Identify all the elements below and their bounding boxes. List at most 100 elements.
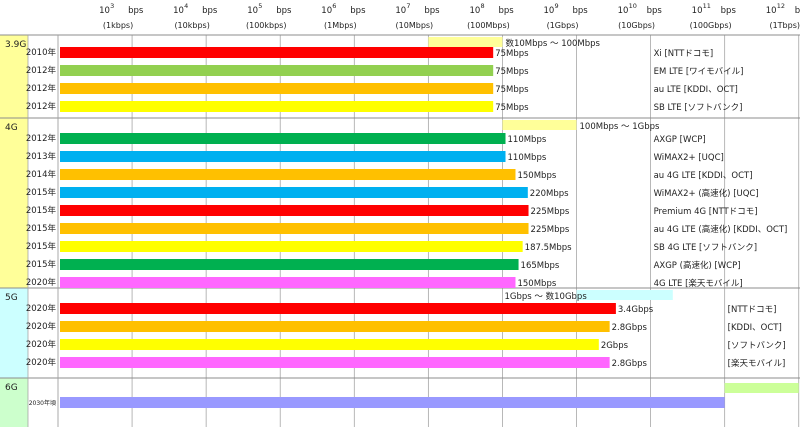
tick-base-label: 10 bbox=[618, 6, 629, 16]
speed-bar bbox=[60, 187, 528, 198]
speed-bar bbox=[60, 277, 516, 288]
tick-sublabel: (100Mbps) bbox=[467, 21, 510, 30]
value-label: 75Mbps bbox=[495, 67, 529, 77]
speed-bar bbox=[60, 241, 523, 252]
year-label: 2012年 bbox=[26, 101, 57, 112]
tick-unit-label: bps bbox=[573, 6, 589, 16]
speed-bar bbox=[60, 339, 599, 350]
speed-bar bbox=[60, 259, 519, 270]
year-label: 2014年 bbox=[26, 169, 57, 180]
tick-unit-label: bps bbox=[721, 6, 737, 16]
value-label: 2Gbps bbox=[601, 341, 629, 351]
tick-exponent-label: 9 bbox=[555, 2, 559, 10]
speed-bar bbox=[60, 133, 506, 144]
group-label: 4G bbox=[5, 123, 18, 133]
value-label: 75Mbps bbox=[495, 49, 529, 59]
value-label: 150Mbps bbox=[517, 171, 556, 181]
carrier-label: WiMAX2+ [UQC] bbox=[654, 153, 724, 163]
tick-sublabel: (10Gbps) bbox=[618, 21, 655, 30]
speed-bar bbox=[60, 321, 610, 332]
range-label: 1Gbps ～ 数10Gbps bbox=[505, 291, 588, 302]
carrier-label: [ソフトバンク] bbox=[728, 341, 786, 351]
tick-base-label: 10 bbox=[395, 6, 406, 16]
tick-base-label: 10 bbox=[173, 6, 184, 16]
year-label: 2015年 bbox=[26, 205, 57, 216]
value-label: 2.8Gbps bbox=[612, 323, 648, 333]
tick-base-label: 10 bbox=[469, 6, 480, 16]
year-label: 2020年 bbox=[26, 339, 57, 350]
tick-unit-label: bps bbox=[424, 6, 440, 16]
tick-base-label: 10 bbox=[692, 6, 703, 16]
speed-bar bbox=[60, 151, 506, 162]
year-label: 2010年 bbox=[26, 47, 57, 58]
year-label: 2020年 bbox=[26, 277, 57, 288]
year-label: 2015年 bbox=[26, 241, 57, 252]
tick-unit-label: bps bbox=[202, 6, 218, 16]
value-label: 110Mbps bbox=[508, 153, 547, 163]
carrier-label: Xi [NTTドコモ] bbox=[654, 49, 714, 59]
year-label: 2020年 bbox=[26, 303, 57, 314]
value-label: 110Mbps bbox=[508, 135, 547, 145]
value-label: 220Mbps bbox=[530, 189, 569, 199]
value-label: 225Mbps bbox=[531, 225, 570, 235]
tick-base-label: 10 bbox=[766, 6, 777, 16]
tick-base-label: 10 bbox=[247, 6, 258, 16]
carrier-label: [楽天モバイル] bbox=[728, 358, 786, 369]
tick-unit-label: bps bbox=[647, 6, 663, 16]
range-band bbox=[576, 290, 673, 300]
carrier-label: [NTTドコモ] bbox=[728, 305, 777, 315]
range-band bbox=[428, 37, 503, 47]
tick-base-label: 10 bbox=[544, 6, 555, 16]
year-label: 2012年 bbox=[26, 65, 57, 76]
tick-exponent-label: 11 bbox=[703, 2, 711, 10]
speed-bar bbox=[60, 303, 616, 314]
carrier-label: Premium 4G [NTTドコモ] bbox=[654, 207, 758, 217]
speed-bar bbox=[60, 223, 529, 234]
tick-sublabel: (10Mbps) bbox=[396, 21, 434, 30]
carrier-label: [KDDI、OCT] bbox=[728, 323, 782, 333]
tick-sublabel: (10kbps) bbox=[174, 21, 209, 30]
speed-bar bbox=[60, 83, 494, 94]
tick-base-label: 10 bbox=[321, 6, 332, 16]
speed-bar bbox=[60, 101, 494, 112]
tick-exponent-label: 8 bbox=[480, 2, 484, 10]
year-label: 2013年 bbox=[26, 151, 57, 162]
year-label: 2012年 bbox=[26, 133, 57, 144]
group-label-cell bbox=[0, 35, 28, 118]
year-label: 2012年 bbox=[26, 83, 57, 94]
year-label: 2015年 bbox=[26, 223, 57, 234]
year-label: 2020年 bbox=[26, 321, 57, 332]
year-label: 2030年頃 bbox=[29, 399, 56, 407]
tick-sublabel: (1Mbps) bbox=[324, 21, 357, 30]
group-label-cell bbox=[0, 118, 28, 288]
carrier-label: 4G LTE [楽天モバイル] bbox=[654, 278, 743, 289]
tick-unit-label: bps bbox=[128, 6, 144, 16]
value-label: 75Mbps bbox=[495, 85, 529, 95]
group-label-cell bbox=[0, 288, 28, 378]
tick-exponent-label: 12 bbox=[777, 2, 785, 10]
range-band bbox=[502, 120, 577, 130]
tick-sublabel: (1Gbps) bbox=[547, 21, 579, 30]
value-label: 225Mbps bbox=[531, 207, 570, 217]
value-label: 165Mbps bbox=[521, 261, 560, 271]
tick-exponent-label: 6 bbox=[332, 2, 336, 10]
tick-unit-label: bps bbox=[276, 6, 292, 16]
tick-exponent-label: 4 bbox=[184, 2, 188, 10]
range-label: 数10Mbps ～ 100Mbps bbox=[505, 38, 600, 49]
speed-bar bbox=[60, 47, 494, 58]
carrier-label: AXGP (高速化) [WCP] bbox=[654, 260, 741, 271]
tick-unit-label: bps bbox=[795, 6, 800, 16]
value-label: 150Mbps bbox=[517, 279, 556, 289]
group-label: 5G bbox=[5, 293, 18, 303]
tick-sublabel: (1Tbps) bbox=[769, 21, 800, 30]
tick-exponent-label: 10 bbox=[629, 2, 637, 10]
carrier-label: EM LTE [ワイモバイル] bbox=[654, 67, 744, 77]
value-label: 75Mbps bbox=[495, 103, 529, 113]
speed-bar bbox=[60, 357, 610, 368]
value-label: 3.4Gbps bbox=[618, 305, 654, 315]
carrier-label: SB LTE [ソフトバンク] bbox=[654, 103, 743, 113]
range-band bbox=[724, 383, 799, 393]
speed-bar bbox=[60, 169, 516, 180]
year-label: 2015年 bbox=[26, 259, 57, 270]
